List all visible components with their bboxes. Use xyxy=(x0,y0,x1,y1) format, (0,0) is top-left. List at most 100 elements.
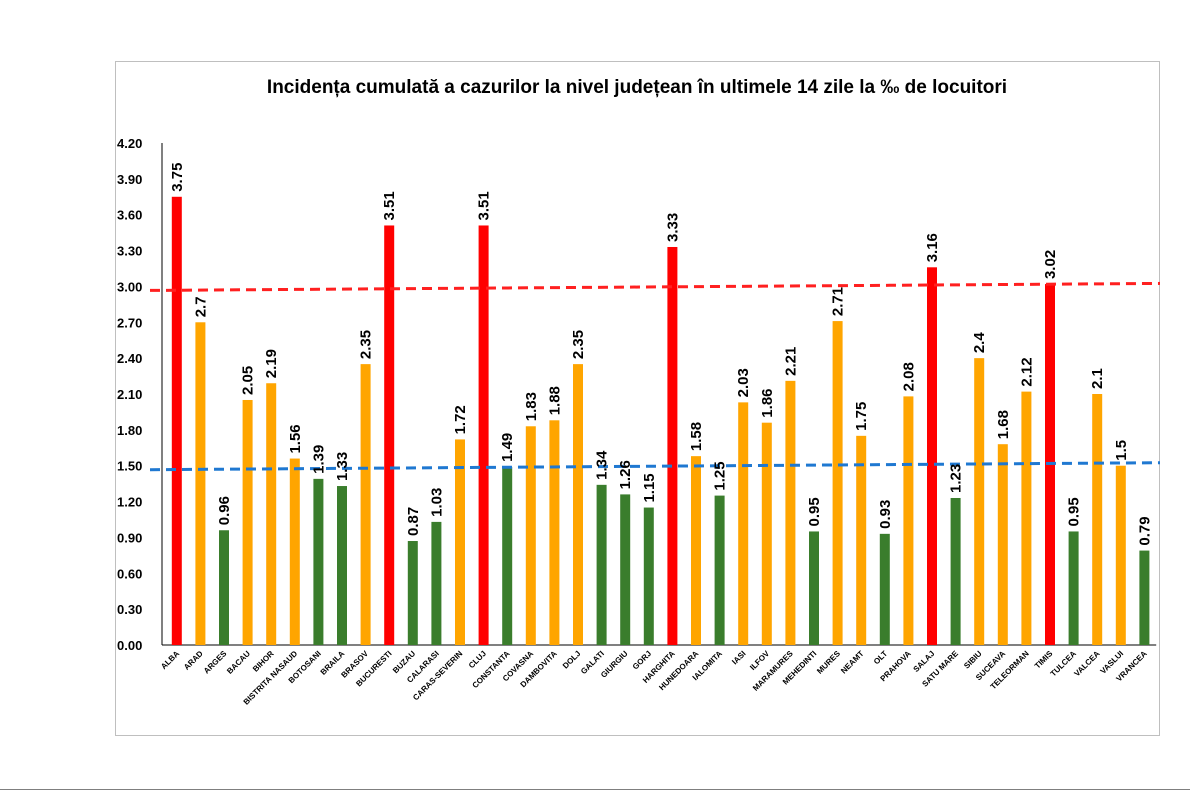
bar xyxy=(667,246,678,645)
data-label: 1.75 xyxy=(853,402,870,431)
data-label: 3.75 xyxy=(169,163,186,192)
bar xyxy=(1115,465,1126,645)
bar xyxy=(195,322,206,645)
bar xyxy=(337,486,347,645)
y-tick-label: 4.20 xyxy=(117,136,142,151)
y-tick-label: 0.90 xyxy=(117,530,142,545)
bar xyxy=(502,466,513,645)
bar xyxy=(549,420,560,645)
bars xyxy=(171,196,1150,646)
bar xyxy=(714,495,725,645)
bar xyxy=(1092,394,1103,645)
y-tick-label: 0.00 xyxy=(117,638,142,653)
bottom-divider xyxy=(0,789,1190,790)
data-label: 3.51 xyxy=(476,191,493,220)
data-label: 1.23 xyxy=(948,464,965,493)
bar xyxy=(950,497,961,645)
bar xyxy=(266,383,277,645)
data-label: 1.49 xyxy=(499,433,516,462)
data-label: 2.19 xyxy=(263,349,280,378)
x-tick-label: CLUJ xyxy=(467,649,488,670)
data-label: 1.33 xyxy=(334,452,351,481)
bar xyxy=(856,435,867,645)
chart-title: Incidența cumulată a cazurilor la nivel … xyxy=(267,77,1007,98)
y-tick-label: 2.70 xyxy=(117,315,142,330)
y-tick-label: 1.80 xyxy=(117,423,142,438)
x-tick-label: VALCEA xyxy=(1072,649,1101,678)
data-label: 1.86 xyxy=(759,388,776,417)
data-label: 2.08 xyxy=(900,362,917,391)
x-tick-label: IASI xyxy=(730,649,747,666)
bar xyxy=(219,530,229,645)
data-label: 1.25 xyxy=(712,461,729,490)
bar xyxy=(691,456,701,645)
y-tick-label: 3.60 xyxy=(117,208,142,223)
data-label: 2.35 xyxy=(570,330,587,359)
threshold-line-high xyxy=(149,281,1161,292)
bar xyxy=(525,426,536,645)
data-label: 1.88 xyxy=(546,386,563,415)
bar xyxy=(596,484,607,645)
data-label: 2.1 xyxy=(1089,368,1106,389)
data-label: 1.26 xyxy=(617,460,634,489)
threshold-line-low xyxy=(149,461,1161,472)
bar xyxy=(455,439,465,645)
y-tick-label: 1.50 xyxy=(117,459,142,474)
bar xyxy=(903,396,914,645)
bar xyxy=(289,458,300,645)
data-label: 1.68 xyxy=(995,410,1012,439)
data-label: 0.95 xyxy=(1066,497,1083,526)
data-label: 3.33 xyxy=(664,213,681,242)
data-label: 1.5 xyxy=(1113,440,1130,461)
x-tick-label: ARGES xyxy=(202,649,229,676)
data-label: 3.16 xyxy=(924,233,941,262)
bar xyxy=(384,225,395,645)
bar xyxy=(407,541,418,645)
y-tick-label: 2.10 xyxy=(117,387,142,402)
bar xyxy=(809,531,819,645)
bar xyxy=(1021,391,1032,645)
bar xyxy=(997,444,1008,645)
data-label: 0.79 xyxy=(1136,516,1153,545)
x-tick-label: NEAMT xyxy=(839,649,866,676)
data-label: 1.83 xyxy=(523,392,540,421)
data-label: 0.95 xyxy=(806,497,823,526)
x-tick-label: SIBIU xyxy=(962,649,984,671)
data-label: 1.34 xyxy=(594,450,611,480)
data-label: 2.05 xyxy=(240,366,257,395)
bar xyxy=(478,225,489,645)
data-label: 1.56 xyxy=(287,424,304,453)
bar xyxy=(643,507,654,645)
data-labels: 3.75 2.7 0.96 2.05 2.19 1.56 1.39 1.33 2.35 3.51 0… xyxy=(169,163,1154,546)
bar xyxy=(1139,550,1150,645)
x-tick-label: DOLJ xyxy=(561,649,582,670)
data-label: 2.4 xyxy=(971,332,988,354)
bar xyxy=(785,380,796,645)
bar xyxy=(738,402,749,645)
x-tick-label: ALBA xyxy=(159,649,181,671)
bar xyxy=(360,364,371,645)
x-tick-label: MURES xyxy=(815,649,842,676)
data-label: 0.96 xyxy=(216,496,233,525)
data-label: 2.03 xyxy=(735,368,752,397)
data-label: 2.12 xyxy=(1018,357,1035,386)
data-label: 3.51 xyxy=(381,191,398,220)
data-label: 2.21 xyxy=(782,347,799,376)
bar xyxy=(620,494,631,645)
bar xyxy=(879,533,890,645)
bar xyxy=(832,321,843,645)
data-label: 1.03 xyxy=(428,488,445,517)
data-label: 2.71 xyxy=(830,287,847,316)
y-tick-label: 3.00 xyxy=(117,279,142,294)
bar xyxy=(927,267,937,645)
data-label: 0.87 xyxy=(405,507,422,536)
y-tick-label: 2.40 xyxy=(117,351,142,366)
data-label: 3.02 xyxy=(1042,250,1059,279)
data-label: 2.7 xyxy=(192,296,209,317)
y-tick-label: 1.20 xyxy=(117,495,142,510)
bar xyxy=(761,422,772,645)
chart-frame xyxy=(115,61,1160,736)
axes: 0.000.300.600.901.201.501.802.102.402.70… xyxy=(117,136,1157,653)
